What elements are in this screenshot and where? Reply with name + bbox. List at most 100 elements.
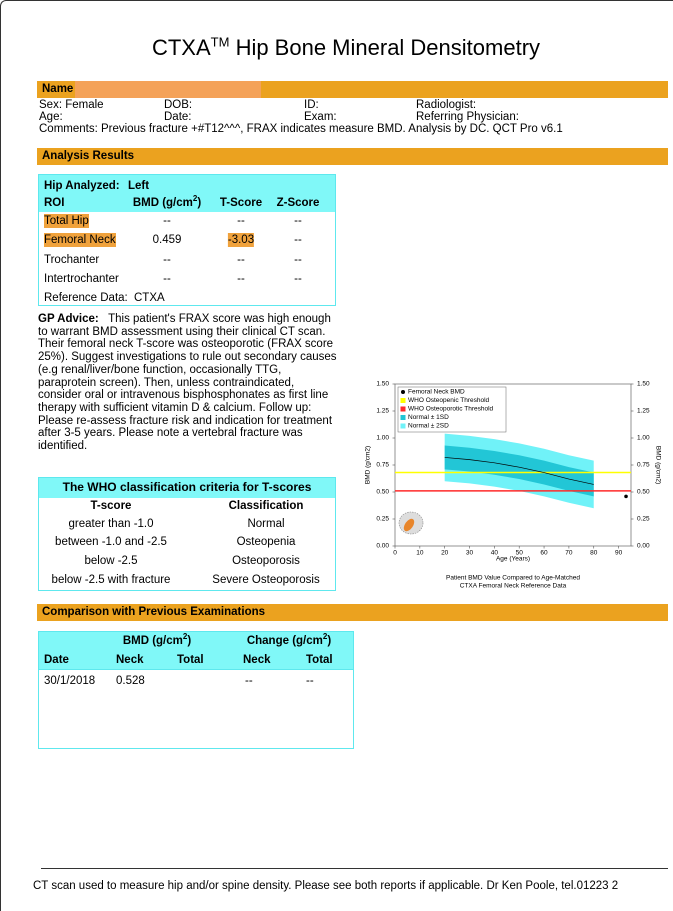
- comparison-header: Date: [44, 654, 69, 666]
- title-main: CTXA: [151, 35, 211, 60]
- sex: Sex: Female: [39, 99, 104, 111]
- group-change: Change (g/cm2): [246, 632, 331, 648]
- gp-advice: GP Advice: This patient's FRAX score was…: [38, 313, 338, 453]
- roi-cell: Total Hip: [44, 214, 89, 228]
- comparison-neck: 0.528: [116, 675, 145, 687]
- title-sup: TM: [210, 34, 230, 50]
- x-tick-label: 40: [491, 550, 499, 557]
- who-cell: below -2.5 with fracture: [51, 574, 171, 586]
- y2-tick-label: 0.00: [637, 543, 650, 550]
- reference-label: Reference Data:: [44, 292, 128, 304]
- x-tick-label: 50: [516, 550, 524, 557]
- y-tick-label: 0.75: [376, 462, 389, 469]
- comparison-change-total: --: [306, 675, 314, 687]
- roi-cell: --: [163, 273, 171, 285]
- group-change-sup: 2: [322, 632, 328, 642]
- table-header-bg: [39, 175, 335, 212]
- comparison-header: Neck: [243, 654, 271, 666]
- roi-cell: --: [163, 254, 171, 266]
- who-cell: Osteoporosis: [232, 555, 300, 567]
- x-tick-label: 10: [416, 550, 424, 557]
- comparison-section: Comparison with Previous Examinations: [42, 606, 266, 618]
- legend-swatch: [400, 398, 406, 403]
- legend-swatch: [400, 406, 406, 412]
- legend-swatch: [400, 423, 406, 429]
- roi-cell: 0.459: [152, 234, 182, 246]
- group-bmd-text: BMD (g/cm: [122, 635, 183, 647]
- analysis-section: Analysis Results: [42, 150, 135, 162]
- roi-cell: Trochanter: [44, 254, 100, 266]
- roi-cell: --: [237, 254, 245, 266]
- y2-tick-label: 1.50: [637, 381, 650, 388]
- date: Date:: [164, 111, 192, 123]
- analysis-table: [38, 174, 336, 306]
- roi-cell: --: [294, 215, 302, 227]
- mean-line: [444, 457, 594, 485]
- y-tick-label: 1.50: [376, 381, 389, 388]
- gp-text: This patient's FRAX score was high enoug…: [38, 313, 337, 453]
- legend-label: Normal ± 1SD: [408, 414, 449, 421]
- roi-cell: --: [237, 273, 245, 285]
- legend-label: WHO Osteopenic Threshold: [408, 397, 490, 404]
- col-bmd-text: BMD (g/cm: [132, 197, 193, 209]
- age: Age:: [39, 111, 63, 123]
- comments: Comments: Previous fracture +#T12^^^, FR…: [39, 123, 563, 135]
- name-highlight: [75, 81, 261, 98]
- hip-thumbnail-roi: [403, 518, 415, 532]
- comparison-bar: Comparison with Previous Examinations: [37, 604, 668, 621]
- hip-value: Left: [128, 180, 150, 192]
- group-bmd-sup: 2: [182, 632, 188, 642]
- x-tick-label: 80: [590, 550, 598, 557]
- y2-tick-label: 0.25: [637, 516, 650, 523]
- id: ID:: [304, 99, 319, 111]
- report-title: CTXATM Hip Bone Mineral Densitometry: [152, 35, 540, 61]
- bmd-chart: 0 10 20 30 40 50 60 70 80 90 0.00 0.25 0.50 0.75 1.00 1…: [365, 381, 662, 590]
- x-tick-label: 90: [615, 550, 623, 557]
- y-tick-label: 0.25: [376, 516, 389, 523]
- legend-swatch: [401, 390, 405, 394]
- title-rest: Hip Bone Mineral Densitometry: [235, 35, 541, 60]
- comparison-change-neck: --: [245, 675, 253, 687]
- x-tick-label: 70: [565, 550, 573, 557]
- col-t: T-Score: [219, 197, 263, 209]
- group-change-text: Change (g/cm: [246, 635, 323, 647]
- roi-cell: Femoral Neck: [44, 233, 116, 247]
- sd-band: [444, 445, 594, 497]
- col-z: Z-Score: [276, 197, 320, 209]
- x-tick-label: 20: [441, 550, 449, 557]
- comparison-table: [38, 631, 354, 749]
- y-tick-label: 1.00: [376, 435, 389, 442]
- who-cell: Severe Osteoporosis: [212, 574, 320, 586]
- chart-caption: CTXA Femoral Neck Reference Data: [460, 583, 567, 590]
- who-cell: below -2.5: [84, 555, 138, 567]
- y2-tick-label: 1.00: [637, 435, 650, 442]
- roi-cell: Intertrochanter: [44, 273, 119, 285]
- y2-axis-label: BMD (g/cm2): [654, 446, 661, 484]
- col-bmd-end: ): [197, 197, 202, 209]
- legend-label: WHO Osteoporotic Threshold: [408, 406, 494, 413]
- hip-label: Hip Analyzed:: [44, 180, 120, 192]
- x-axis-label: Age (Years): [496, 556, 530, 563]
- gp-label: GP Advice:: [38, 313, 99, 325]
- roi-cell: --: [294, 273, 302, 285]
- who-cell: between -1.0 and -2.5: [55, 536, 167, 548]
- col-bmd-sup: 2: [192, 194, 198, 204]
- col-roi: ROI: [44, 197, 65, 209]
- group-bmd: BMD (g/cm2): [122, 632, 192, 648]
- comparison-header: Total: [306, 654, 333, 666]
- comparison-header: Total: [177, 654, 204, 666]
- group-bmd-end: ): [187, 635, 192, 647]
- y-tick-label: 1.25: [376, 408, 389, 415]
- exam: Exam:: [304, 111, 337, 123]
- name-bar: Name: [37, 81, 668, 98]
- roi-cell: -3.03: [227, 233, 255, 247]
- footer: CT scan used to measure hip and/or spine…: [33, 880, 619, 892]
- referring-physician: Referring Physician:: [416, 111, 519, 123]
- who-title: The WHO classification criteria for T-sc…: [62, 480, 312, 494]
- y-axis-label: BMD (g/cm2): [365, 446, 372, 484]
- legend-label: Normal ± 2SD: [408, 423, 449, 430]
- legend-swatch: [400, 415, 406, 420]
- roi-cell: --: [163, 215, 171, 227]
- x-tick-label: 0: [393, 550, 397, 557]
- y2-tick-label: 0.75: [637, 462, 650, 469]
